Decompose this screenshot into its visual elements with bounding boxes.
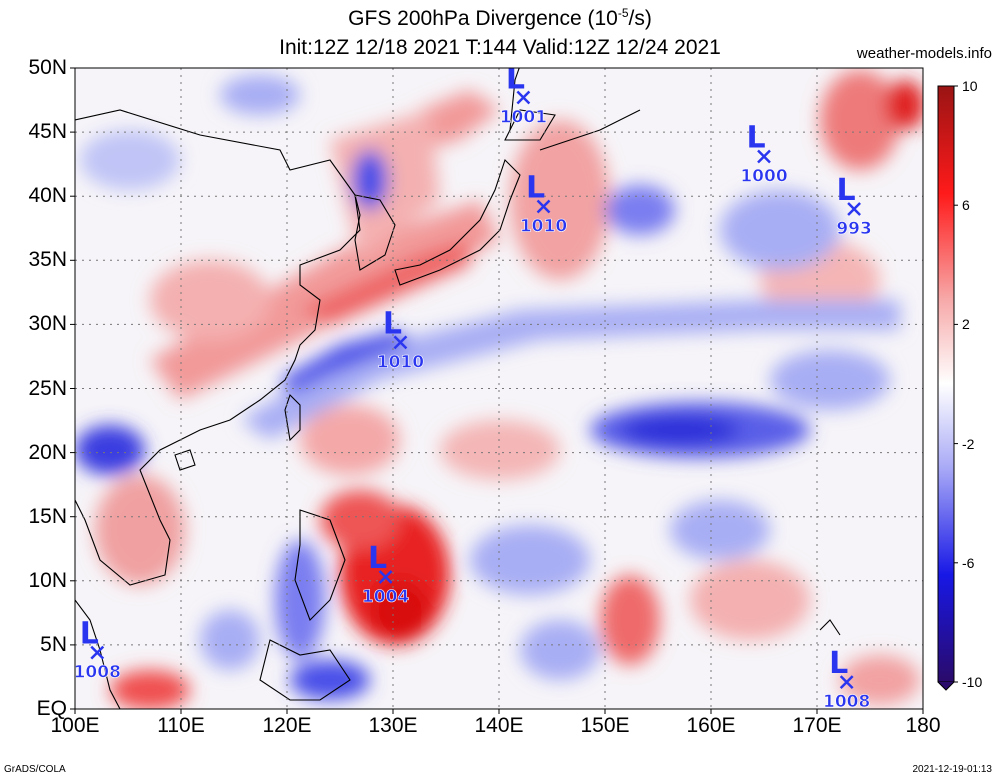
colorbar-label: -2 <box>962 435 975 452</box>
lon-label: 180 <box>905 714 941 737</box>
lon-label: 150E <box>580 714 630 737</box>
colorbar-label: 10 <box>962 78 978 94</box>
low-center-mark <box>378 570 393 584</box>
hokkaido <box>504 109 556 141</box>
low-pressure-value: 1000 <box>740 166 787 186</box>
lat-label: 45N <box>28 120 67 144</box>
lon-label: 170E <box>792 714 842 737</box>
low-center-mark <box>516 90 531 105</box>
low-pressure-marker: L 1010 <box>376 306 424 372</box>
low-pressure-value: 1004 <box>362 587 409 607</box>
low-center-mark <box>757 149 771 164</box>
low-letter: L <box>526 170 545 205</box>
source-credit: weather-models.info <box>856 45 992 62</box>
japan-honshu <box>394 158 521 286</box>
lat-label: 25N <box>28 376 67 400</box>
footer-right: 2021-12-19-01:13 <box>912 764 992 775</box>
low-center-mark <box>90 645 105 660</box>
chart-subtitle: Init:12Z 12/18 2021 T:144 Valid:12Z 12/2… <box>279 36 721 59</box>
colorbar-label: 6 <box>962 197 970 214</box>
lat-label: 10N <box>28 568 67 592</box>
lon-label: 160E <box>686 714 736 737</box>
low-letter: L <box>80 617 99 652</box>
title-exponent: -5 <box>617 6 629 20</box>
lat-label: EQ <box>36 697 67 720</box>
low-center-mark <box>839 675 854 689</box>
grid-lines <box>75 68 923 709</box>
low-letter: L <box>837 173 856 208</box>
taiwan-coast <box>284 393 301 442</box>
low-pressure-marker: L 1008 <box>823 646 871 712</box>
low-letter: L <box>506 61 525 96</box>
low-pressure-value: 1008 <box>74 663 121 683</box>
low-letter: L <box>746 120 765 155</box>
lat-label: 30N <box>28 312 67 336</box>
philippines-coast <box>294 509 346 621</box>
colorbar <box>937 85 955 691</box>
low-pressure-marker: L 993 <box>836 173 872 239</box>
sakhalin <box>509 68 520 131</box>
lat-label: 40N <box>28 184 67 208</box>
footer-left: GrADS/COLA <box>4 764 66 775</box>
lon-label: 120E <box>262 714 312 737</box>
asia-mainland-coast <box>75 109 361 586</box>
colorbar-label: -10 <box>962 674 983 690</box>
lon-label: 110E <box>157 714 205 737</box>
kuril-islands <box>539 109 641 151</box>
low-letter: L <box>383 306 402 341</box>
borneo-coast <box>259 639 351 701</box>
colorbar-label: -6 <box>962 554 975 571</box>
lat-label: 35N <box>28 248 67 272</box>
axis-ticks <box>70 67 958 714</box>
low-pressure-marker: L 1008 <box>74 617 121 683</box>
colorbar-gradient <box>937 85 955 683</box>
low-pressure-marker: L 1001 <box>499 61 547 128</box>
low-center-mark <box>536 199 551 214</box>
low-pressure-marker: L 1004 <box>362 541 410 607</box>
low-pressure-value: 1010 <box>377 352 424 372</box>
low-center-mark <box>393 335 408 350</box>
korea-coast <box>354 194 396 271</box>
low-pressure-value: 1010 <box>520 216 567 236</box>
chart-title: GFS 200hPa Divergence (10-5/s) <box>0 6 1000 31</box>
lat-label: 50N <box>28 56 67 79</box>
lat-label: 15N <box>28 504 67 528</box>
lon-label: 140E <box>474 714 524 737</box>
lat-label: 5N <box>40 632 67 656</box>
title-suffix: /s) <box>628 7 652 30</box>
low-pressure-marker: L 1010 <box>520 170 568 236</box>
lon-label: 100E <box>50 714 100 737</box>
low-center-mark <box>847 202 861 216</box>
low-letter: L <box>829 646 848 681</box>
lon-label: 130E <box>368 714 418 737</box>
low-pressure-value: 993 <box>836 219 872 239</box>
low-letter: L <box>368 541 387 576</box>
marshall-islands <box>819 619 841 636</box>
divergence-field <box>75 70 923 709</box>
low-pressure-value: 1001 <box>500 107 547 127</box>
lat-label: 20N <box>28 440 67 464</box>
hainan-coast <box>174 449 196 471</box>
colorbar-label: 2 <box>962 316 970 333</box>
pressure-lows: L 1001 L 1000 L 1010 L 993 L 1010 L 1004 L 1008 L 1008 <box>74 61 872 712</box>
low-pressure-marker: L 1000 <box>740 120 788 186</box>
colorbar-bottom-arrow <box>937 681 955 691</box>
title-prefix: GFS 200hPa Divergence (10 <box>348 7 618 30</box>
low-pressure-value: 1008 <box>823 692 870 712</box>
